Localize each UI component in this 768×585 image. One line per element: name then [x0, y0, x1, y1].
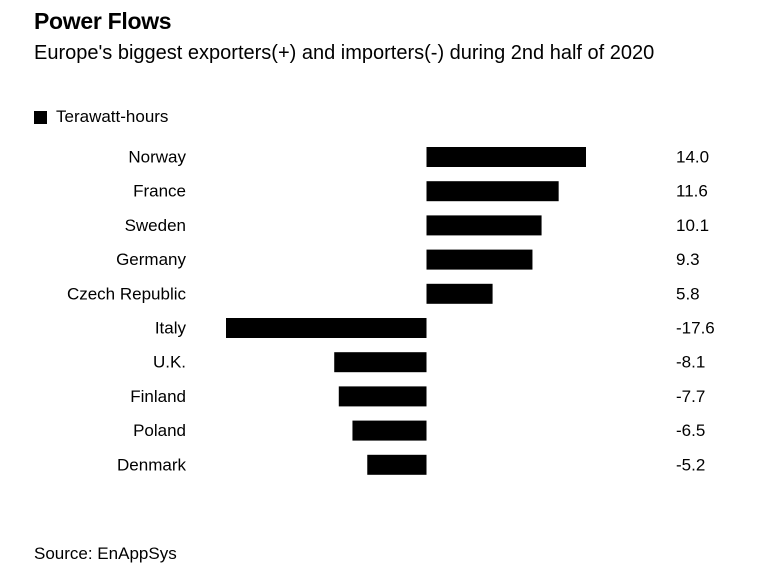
value-label: 10.1: [676, 216, 709, 235]
value-label: -17.6: [676, 319, 715, 338]
category-label: Poland: [133, 421, 186, 440]
category-label: France: [133, 182, 186, 201]
value-label: 14.0: [676, 148, 709, 167]
bar: [367, 454, 427, 475]
bar: [426, 181, 559, 202]
value-label: -5.2: [676, 455, 705, 474]
bar: [426, 283, 493, 304]
bar: [334, 352, 427, 373]
value-label: -7.7: [676, 387, 705, 406]
value-label: -6.5: [676, 421, 705, 440]
bar: [426, 147, 586, 167]
chart-subtitle: Europe's biggest exporters(+) and import…: [34, 42, 655, 64]
category-label: Italy: [155, 319, 187, 338]
value-label: 11.6: [676, 182, 708, 201]
category-label: Czech Republic: [67, 284, 187, 303]
value-label: -8.1: [676, 353, 705, 372]
bar: [226, 318, 427, 338]
bar: [338, 386, 427, 407]
legend-swatch: [34, 110, 47, 124]
legend-label: Terawatt-hours: [56, 107, 169, 126]
category-label: Sweden: [125, 216, 186, 235]
value-label: 5.8: [676, 284, 700, 303]
category-label: Norway: [128, 148, 186, 167]
bar: [352, 420, 427, 441]
legend: Terawatt-hours: [34, 107, 168, 127]
bar: [426, 215, 542, 236]
category-label: Germany: [116, 250, 186, 269]
category-label: Denmark: [117, 455, 186, 474]
bar: [426, 249, 533, 270]
chart-title: Power Flows: [34, 8, 172, 34]
category-label: U.K.: [153, 353, 186, 372]
category-label: Finland: [130, 387, 186, 406]
value-label: 9.3: [676, 250, 700, 269]
source-note: Source: EnAppSys: [34, 544, 177, 563]
